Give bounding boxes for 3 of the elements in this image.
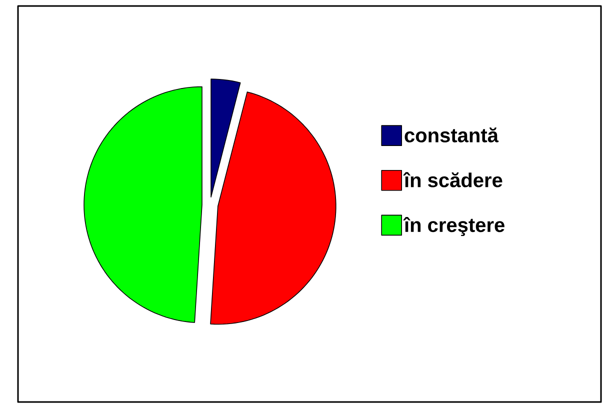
- legend-label: constantă: [404, 127, 499, 142]
- legend-label: în creştere: [403, 216, 504, 236]
- legend-label: în scădere: [403, 172, 502, 188]
